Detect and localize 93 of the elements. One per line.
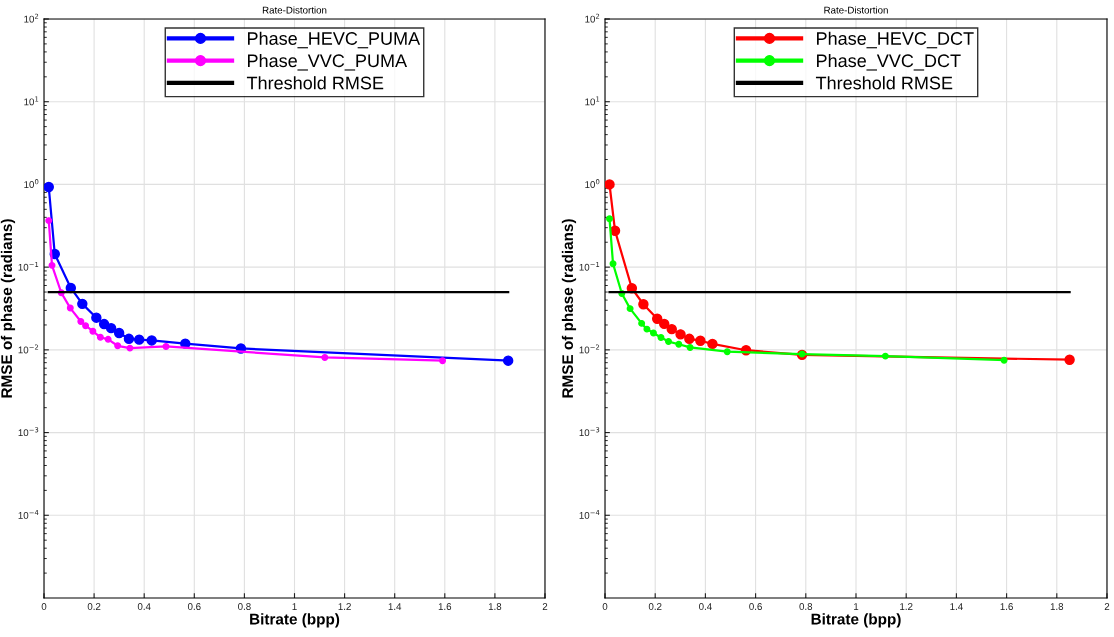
y-tick-label: 10$^{−4}$ (579, 510, 600, 519)
legend-label: Threshold RMSE (815, 76, 953, 90)
x-tick-label: 0.6 (749, 603, 762, 610)
y-tick-label: 10$^{−2}$ (18, 344, 39, 354)
x-tick-label: 0.6 (187, 603, 201, 610)
chart-title: Rate-Distortion (262, 6, 327, 14)
y-tick-label: 10$^{1}$ (24, 96, 39, 106)
point (686, 343, 694, 351)
x-tick-label: 0.4 (137, 603, 151, 610)
point (82, 322, 90, 330)
point (643, 325, 651, 333)
point (45, 217, 53, 225)
point (1064, 354, 1075, 365)
x-axis-title: Bitrate (bpp) (250, 613, 340, 628)
point (666, 323, 677, 335)
x-tick-label: 0.8 (799, 603, 813, 610)
y-tick-label: 10$^{−4}$ (18, 510, 39, 519)
x-tick-label: 0.4 (699, 603, 712, 610)
y-tick-label: 10$^{0}$ (585, 179, 600, 188)
y-axis-title: RMSE of phase (radians) (0, 219, 16, 398)
point (66, 304, 74, 312)
point (609, 260, 617, 268)
x-axis-title: Bitrate (bpp) (811, 613, 901, 628)
point (695, 335, 706, 346)
point (638, 319, 646, 327)
y-tick-label: 10$^{−1}$ (18, 261, 39, 271)
point (657, 334, 665, 341)
y-tick-label: 10$^{1}$ (585, 96, 600, 106)
point (707, 338, 718, 350)
y-tick-label: 10$^{−1}$ (579, 261, 600, 271)
point (162, 342, 170, 350)
legend-label: Phase_VVC_PUMA (248, 53, 408, 71)
point (114, 342, 122, 350)
point (105, 322, 117, 334)
point (638, 299, 649, 310)
x-tick-label: 2 (542, 603, 548, 610)
x-tick-label: 1.6 (1000, 603, 1013, 610)
x-tick-label: 0.8 (238, 603, 251, 610)
legend-label: Phase_HEVC_PUMA (248, 31, 421, 49)
y-tick-label: 10$^{−3}$ (579, 427, 600, 437)
point (665, 338, 672, 346)
point (1000, 356, 1008, 364)
x-tick-label: 1.4 (388, 603, 402, 610)
point (89, 327, 97, 335)
x-tick-label: 0.2 (648, 603, 662, 610)
x-tick-label: 0.2 (87, 603, 101, 610)
chart-title: Rate-Distortion (824, 6, 888, 14)
legend-label: Threshold RMSE (246, 76, 384, 90)
x-tick-label: 1.6 (438, 603, 452, 610)
y-tick-label: 10$^{0}$ (24, 179, 39, 188)
point (96, 333, 104, 341)
point (651, 313, 663, 324)
point (605, 179, 615, 190)
point (439, 357, 447, 365)
legend-label: Phase_HEVC_DCT (817, 31, 974, 49)
x-tick-label: 1.2 (900, 603, 913, 610)
point (104, 335, 112, 343)
point (77, 318, 85, 326)
point (675, 329, 686, 340)
point (44, 181, 54, 193)
y-tick-label: 10$^{−2}$ (579, 344, 600, 354)
point (649, 329, 657, 337)
x-tick-label: 1 (854, 603, 859, 610)
point (881, 352, 889, 360)
y-tick-label: 10$^{2}$ (24, 13, 39, 23)
point (146, 335, 157, 346)
x-tick-label: 2 (1104, 603, 1110, 610)
point (321, 353, 329, 361)
x-tick-label: 1.4 (950, 603, 963, 610)
point (113, 327, 125, 339)
point (723, 348, 731, 356)
point (91, 312, 102, 323)
point (123, 333, 135, 345)
x-tick-label: 1.8 (1050, 603, 1064, 610)
x-tick-label: 0 (41, 603, 47, 610)
point (126, 344, 134, 352)
x-tick-label: 1.2 (338, 603, 351, 610)
y-tick-label: 10$^{2}$ (585, 13, 600, 23)
point (659, 318, 670, 330)
y-tick-label: 10$^{−3}$ (18, 427, 39, 437)
x-tick-label: 1 (292, 603, 297, 610)
point (684, 333, 695, 345)
x-tick-label: 0 (602, 603, 608, 610)
point (675, 340, 683, 348)
point (77, 298, 88, 310)
point (606, 215, 613, 223)
point (133, 334, 145, 345)
point (502, 355, 514, 366)
y-axis-title: RMSE of phase (radians) (561, 219, 577, 398)
point (48, 261, 56, 269)
x-tick-label: 1.8 (488, 603, 502, 610)
point (626, 305, 634, 313)
legend-label: Phase_VVC_DCT (817, 53, 961, 71)
